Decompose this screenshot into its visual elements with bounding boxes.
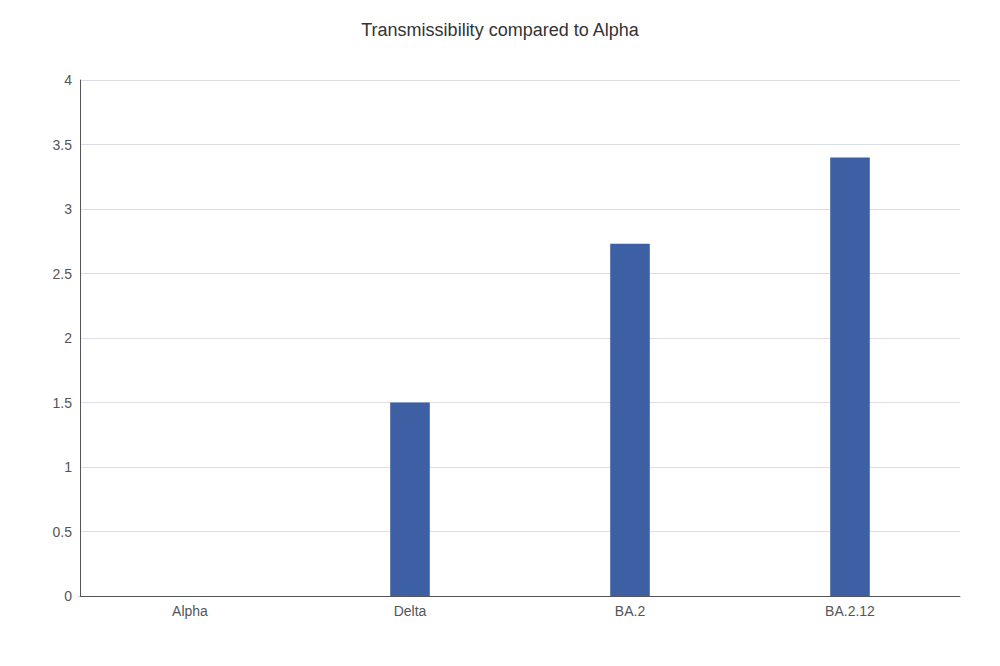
svg-text:0: 0 (64, 588, 72, 604)
svg-text:2.5: 2.5 (53, 266, 73, 282)
svg-text:Transmissibility compared to A: Transmissibility compared to Alpha (361, 20, 639, 40)
svg-text:BA.2.12: BA.2.12 (825, 603, 875, 619)
svg-text:BA.2: BA.2 (615, 603, 646, 619)
svg-text:2: 2 (64, 330, 72, 346)
svg-text:Alpha: Alpha (172, 603, 208, 619)
svg-text:3.5: 3.5 (53, 137, 73, 153)
svg-text:1: 1 (64, 459, 72, 475)
svg-text:0.5: 0.5 (53, 524, 73, 540)
svg-text:3: 3 (64, 201, 72, 217)
svg-text:1.5: 1.5 (53, 395, 73, 411)
svg-text:Delta: Delta (394, 603, 427, 619)
svg-text:4: 4 (64, 72, 72, 88)
